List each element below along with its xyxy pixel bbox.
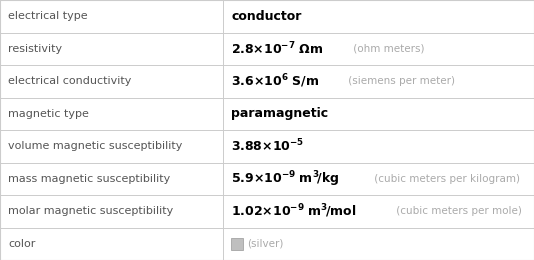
Text: $\mathbf{2.8{\times}10^{-7}\ \Omega m}$: $\mathbf{2.8{\times}10^{-7}\ \Omega m}$	[231, 41, 324, 57]
Bar	[231, 238, 243, 250]
Text: magnetic type: magnetic type	[8, 109, 89, 119]
Text: $\mathbf{5.9{\times}10^{-9}\ m^3\!/kg}$: $\mathbf{5.9{\times}10^{-9}\ m^3\!/kg}$	[231, 169, 340, 188]
Text: electrical conductivity: electrical conductivity	[8, 76, 131, 86]
Text: (cubic meters per mole): (cubic meters per mole)	[393, 206, 522, 216]
Text: $\mathbf{3.6{\times}10^{6}\ S/m}$: $\mathbf{3.6{\times}10^{6}\ S/m}$	[231, 73, 319, 90]
Text: $\mathbf{1.02{\times}10^{-9}\ m^3\!/mol}$: $\mathbf{1.02{\times}10^{-9}\ m^3\!/mol}…	[231, 203, 357, 220]
Text: color: color	[8, 239, 35, 249]
Text: (silver): (silver)	[247, 239, 284, 249]
Text: (siemens per meter): (siemens per meter)	[345, 76, 455, 86]
Text: (cubic meters per kilogram): (cubic meters per kilogram)	[371, 174, 520, 184]
Text: volume magnetic susceptibility: volume magnetic susceptibility	[8, 141, 183, 151]
Text: mass magnetic susceptibility: mass magnetic susceptibility	[8, 174, 170, 184]
Text: $\mathbf{3.88{\times}10^{-5}}$: $\mathbf{3.88{\times}10^{-5}}$	[231, 138, 304, 154]
Text: conductor: conductor	[231, 10, 302, 23]
Text: molar magnetic susceptibility: molar magnetic susceptibility	[8, 206, 173, 216]
Text: (ohm meters): (ohm meters)	[350, 44, 425, 54]
Text: resistivity: resistivity	[8, 44, 62, 54]
Text: electrical type: electrical type	[8, 11, 88, 21]
Text: paramagnetic: paramagnetic	[231, 107, 328, 120]
